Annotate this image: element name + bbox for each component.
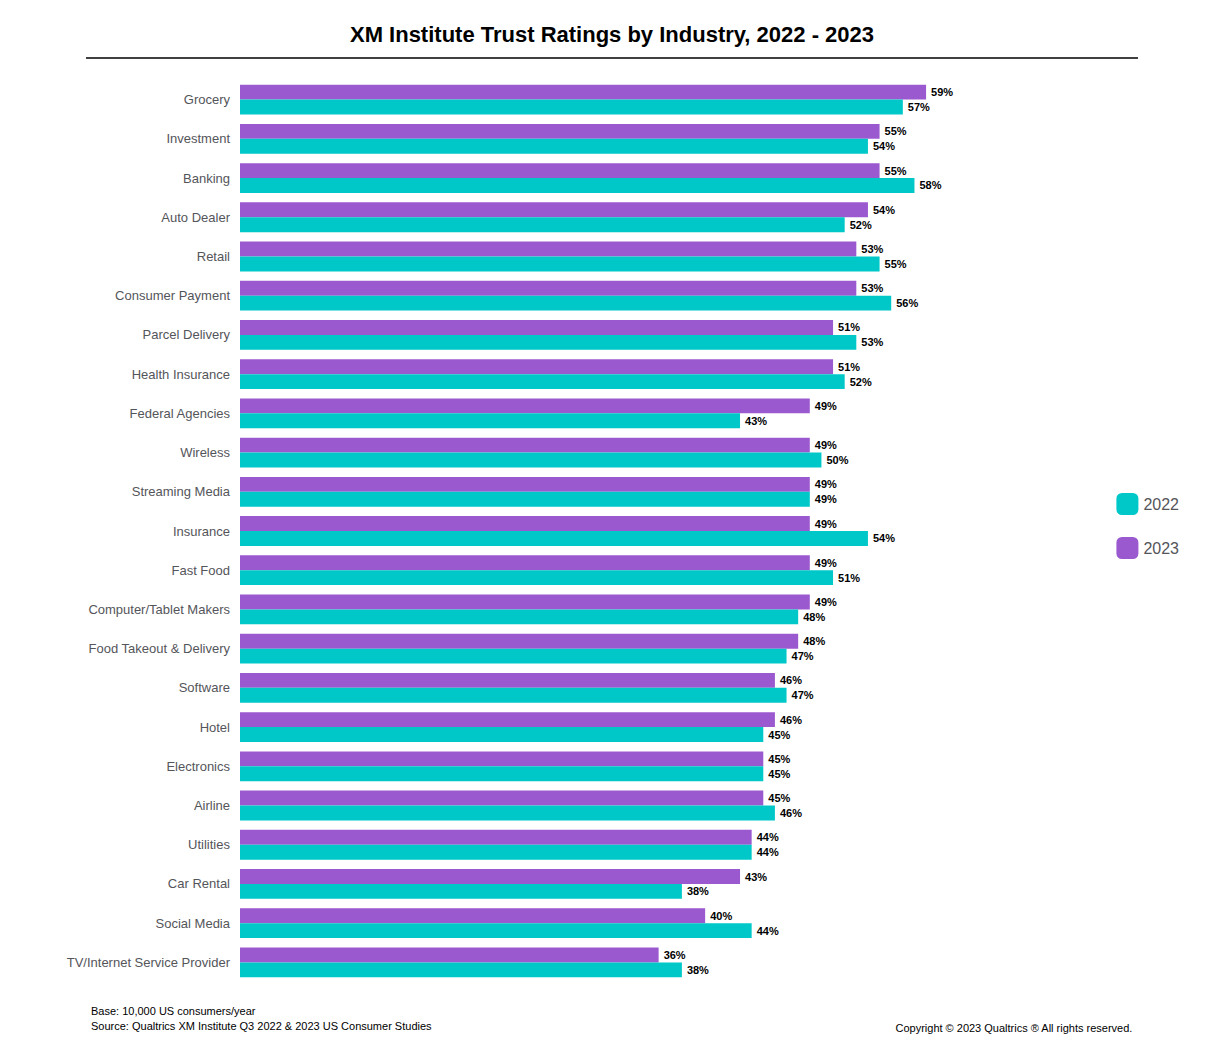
svg-text:Airline: Airline [194,798,230,813]
svg-text:Social Media: Social Media [156,916,231,931]
svg-text:44%: 44% [757,925,779,937]
svg-text:Computer/Tablet Makers: Computer/Tablet Makers [88,602,230,617]
svg-text:2023: 2023 [1143,540,1179,557]
svg-text:49%: 49% [815,439,837,451]
svg-text:55%: 55% [885,165,907,177]
svg-text:50%: 50% [826,454,848,466]
svg-text:53%: 53% [861,243,883,255]
svg-text:45%: 45% [768,753,790,765]
svg-text:Banking: Banking [183,171,230,186]
svg-text:55%: 55% [885,258,907,270]
svg-text:49%: 49% [815,557,837,569]
svg-text:Copyright © 2023 Qualtrics ® A: Copyright © 2023 Qualtrics ® All rights … [895,1022,1132,1034]
svg-text:Streaming Media: Streaming Media [132,484,231,499]
svg-text:52%: 52% [850,219,872,231]
svg-text:51%: 51% [838,361,860,373]
svg-text:54%: 54% [873,204,895,216]
svg-text:Parcel Delivery: Parcel Delivery [143,327,231,342]
svg-text:Wireless: Wireless [180,445,230,460]
svg-text:Retail: Retail [197,249,230,264]
svg-text:36%: 36% [664,949,686,961]
svg-text:47%: 47% [792,689,814,701]
svg-text:Hotel: Hotel [200,720,230,735]
svg-text:46%: 46% [780,714,802,726]
svg-text:43%: 43% [745,415,767,427]
svg-text:Auto Dealer: Auto Dealer [161,210,230,225]
svg-text:54%: 54% [873,532,895,544]
svg-text:XM Institute Trust Ratings by: XM Institute Trust Ratings by Industry, … [350,22,874,47]
svg-text:40%: 40% [710,910,732,922]
svg-text:Base: 10,000 US consumers/year: Base: 10,000 US consumers/year [91,1005,256,1017]
svg-text:Federal Agencies: Federal Agencies [130,406,231,421]
svg-text:53%: 53% [861,282,883,294]
svg-text:Car Rental: Car Rental [168,876,230,891]
svg-text:49%: 49% [815,596,837,608]
svg-text:46%: 46% [780,674,802,686]
svg-text:44%: 44% [757,846,779,858]
svg-text:Insurance: Insurance [173,524,230,539]
svg-text:49%: 49% [815,518,837,530]
svg-text:Source: Qualtrics XM Institute: Source: Qualtrics XM Institute Q3 2022 &… [91,1020,432,1032]
svg-text:38%: 38% [687,964,709,976]
svg-text:48%: 48% [803,635,825,647]
svg-text:44%: 44% [757,831,779,843]
svg-text:46%: 46% [780,807,802,819]
svg-text:52%: 52% [850,376,872,388]
svg-text:55%: 55% [885,125,907,137]
svg-text:57%: 57% [908,101,930,113]
svg-text:49%: 49% [815,493,837,505]
svg-text:56%: 56% [896,297,918,309]
svg-text:38%: 38% [687,885,709,897]
svg-text:45%: 45% [768,792,790,804]
svg-text:2022: 2022 [1143,496,1179,513]
svg-text:Electronics: Electronics [166,759,230,774]
svg-text:45%: 45% [768,729,790,741]
svg-text:Grocery: Grocery [184,92,231,107]
svg-text:Consumer Payment: Consumer Payment [115,288,230,303]
svg-text:54%: 54% [873,140,895,152]
svg-text:58%: 58% [919,179,941,191]
svg-text:49%: 49% [815,478,837,490]
svg-text:Food Takeout & Delivery: Food Takeout & Delivery [89,641,231,656]
svg-text:Utilities: Utilities [188,837,230,852]
svg-text:59%: 59% [931,86,953,98]
svg-text:51%: 51% [838,321,860,333]
svg-text:49%: 49% [815,400,837,412]
svg-text:48%: 48% [803,611,825,623]
svg-text:TV/Internet Service Provider: TV/Internet Service Provider [67,955,231,970]
svg-text:47%: 47% [792,650,814,662]
svg-text:45%: 45% [768,768,790,780]
svg-text:51%: 51% [838,572,860,584]
svg-text:53%: 53% [861,336,883,348]
svg-text:Software: Software [179,680,230,695]
svg-text:Investment: Investment [166,131,230,146]
svg-text:Health Insurance: Health Insurance [132,367,230,382]
svg-text:43%: 43% [745,871,767,883]
svg-text:Fast Food: Fast Food [171,563,230,578]
